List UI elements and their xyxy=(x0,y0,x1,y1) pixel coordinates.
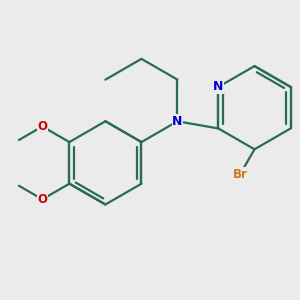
Text: Br: Br xyxy=(232,168,247,181)
Text: O: O xyxy=(38,120,47,133)
Text: N: N xyxy=(172,115,183,128)
Text: O: O xyxy=(38,193,47,206)
Text: N: N xyxy=(213,80,224,93)
